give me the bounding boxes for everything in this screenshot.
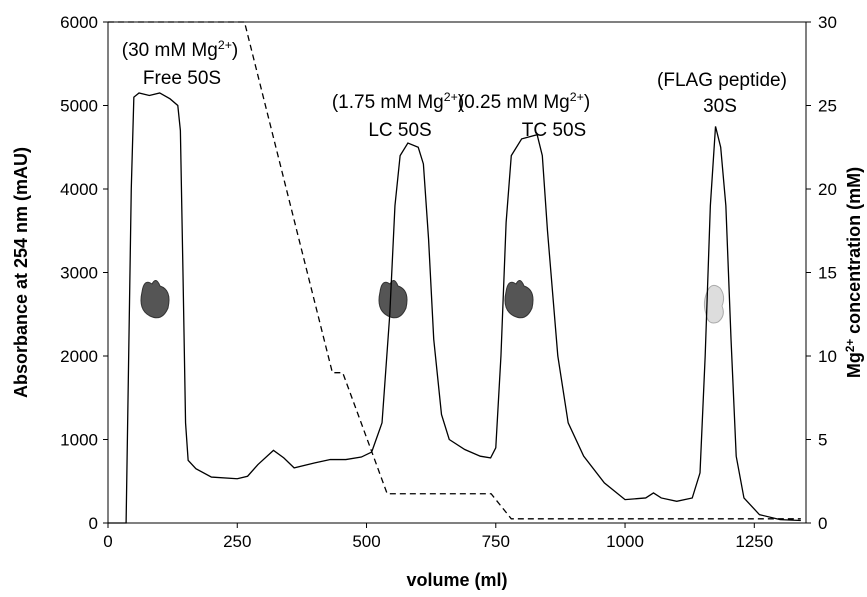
annotation-text: (FLAG peptide) bbox=[657, 70, 787, 91]
annotation-text: (0.25 mM Mg2+) bbox=[458, 90, 590, 113]
y2-tick-label: 15 bbox=[818, 264, 837, 283]
annotation-text: TC 50S bbox=[522, 120, 586, 141]
annotation-text: (1.75 mM Mg2+) bbox=[332, 90, 464, 113]
annotation-text: (30 mM Mg2+) bbox=[122, 38, 238, 61]
y-tick-label: 1000 bbox=[60, 431, 98, 450]
y-axis-label: Absorbance at 254 nm (mAU) bbox=[11, 147, 31, 398]
x-tick-label: 250 bbox=[223, 532, 251, 551]
y2-tick-label: 30 bbox=[818, 13, 837, 32]
icon-50s bbox=[140, 280, 170, 319]
annotation-text: LC 50S bbox=[368, 120, 431, 141]
y2-tick-label: 5 bbox=[818, 431, 827, 450]
text-part: concentration (mM) bbox=[844, 167, 864, 339]
x-tick-label: 750 bbox=[482, 532, 510, 551]
x-tick-label: 1250 bbox=[735, 532, 773, 551]
mg-line bbox=[108, 21, 801, 520]
superscript: 2+ bbox=[844, 339, 857, 353]
text-part: Mg bbox=[844, 352, 864, 378]
y-tick-label: 3000 bbox=[60, 264, 98, 283]
y-tick-label: 5000 bbox=[60, 97, 98, 116]
annotation-text: Free 50S bbox=[143, 68, 221, 89]
superscript: 2+ bbox=[570, 90, 584, 104]
superscript: 2+ bbox=[444, 90, 458, 104]
y-tick-label: 4000 bbox=[60, 180, 98, 199]
superscript: 2+ bbox=[218, 38, 232, 52]
icon-50s bbox=[378, 280, 408, 319]
ribosome-icons bbox=[140, 280, 725, 324]
y-tick-label: 2000 bbox=[60, 347, 98, 366]
y2-tick-label: 0 bbox=[818, 514, 827, 533]
x-axis-label: volume (ml) bbox=[406, 570, 507, 590]
absorbance-line bbox=[108, 92, 801, 524]
y2-tick-label: 25 bbox=[818, 97, 837, 116]
x-tick-label: 0 bbox=[103, 532, 112, 551]
text-part: ) bbox=[458, 92, 464, 113]
annotation-text: 30S bbox=[703, 96, 737, 117]
text-part: ) bbox=[232, 40, 238, 61]
text-part: (0.25 mM Mg bbox=[458, 92, 570, 113]
x-tick-label: 1000 bbox=[606, 532, 644, 551]
icon-30s bbox=[703, 284, 725, 324]
y2-tick-label: 10 bbox=[818, 347, 837, 366]
icon-50s bbox=[504, 280, 534, 319]
y2-tick-label: 20 bbox=[818, 180, 837, 199]
x-tick-label: 500 bbox=[352, 532, 380, 551]
y-tick-label: 6000 bbox=[60, 13, 98, 32]
y-tick-label: 0 bbox=[89, 514, 98, 533]
text-part: (30 mM Mg bbox=[122, 40, 218, 61]
text-part: ) bbox=[584, 92, 590, 113]
y2-axis-label: Mg2+ concentration (mM) bbox=[844, 167, 865, 378]
text-part: (1.75 mM Mg bbox=[332, 92, 444, 113]
